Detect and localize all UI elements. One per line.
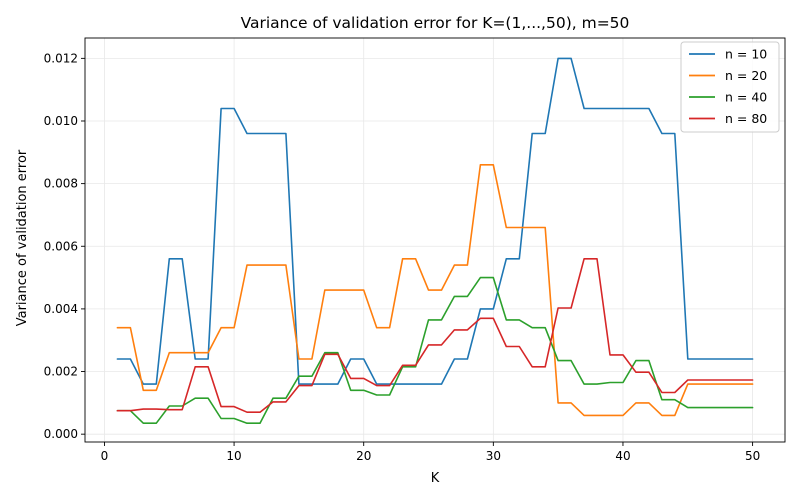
legend-label: n = 10: [725, 47, 767, 62]
series-line-4: [116, 257, 754, 414]
series-line-2: [116, 164, 754, 417]
x-tick-label: 20: [356, 449, 371, 463]
x-tick-label: 10: [226, 449, 241, 463]
legend-box: [680, 41, 780, 133]
ticks-layer: 0 10 20 30 40 50 0.000 0.002 0.004 0.006 0.008 0.01…: [44, 51, 761, 463]
y-tick-label: 0.006: [44, 239, 78, 253]
legend-label: n = 40: [725, 90, 767, 105]
plot-frame: [84, 37, 786, 443]
legend: n = 10 n = 20 n = 40 n = 80: [680, 41, 780, 133]
legend-label: n = 20: [725, 68, 767, 83]
y-tick-label: 0.010: [44, 114, 78, 128]
x-tick-label: 0: [101, 449, 109, 463]
series-layer: [116, 57, 754, 425]
series-line-1: [116, 57, 754, 385]
x-tick-label: 50: [745, 449, 760, 463]
y-axis-label: Variance of validation error: [15, 149, 30, 326]
x-tick-label: 30: [486, 449, 501, 463]
x-axis-label: K: [431, 471, 440, 486]
legend-label: n = 80: [725, 111, 767, 126]
y-tick-label: 0.002: [44, 365, 78, 379]
y-tick-label: 0.008: [44, 177, 78, 191]
y-tick-label: 0.012: [44, 51, 78, 65]
x-tick-label: 40: [615, 449, 630, 463]
y-tick-label: 0.000: [44, 427, 78, 441]
series-line-3: [116, 276, 754, 425]
chart-title: Variance of validation error for K=(1,..…: [241, 14, 630, 32]
y-tick-label: 0.004: [44, 302, 78, 316]
